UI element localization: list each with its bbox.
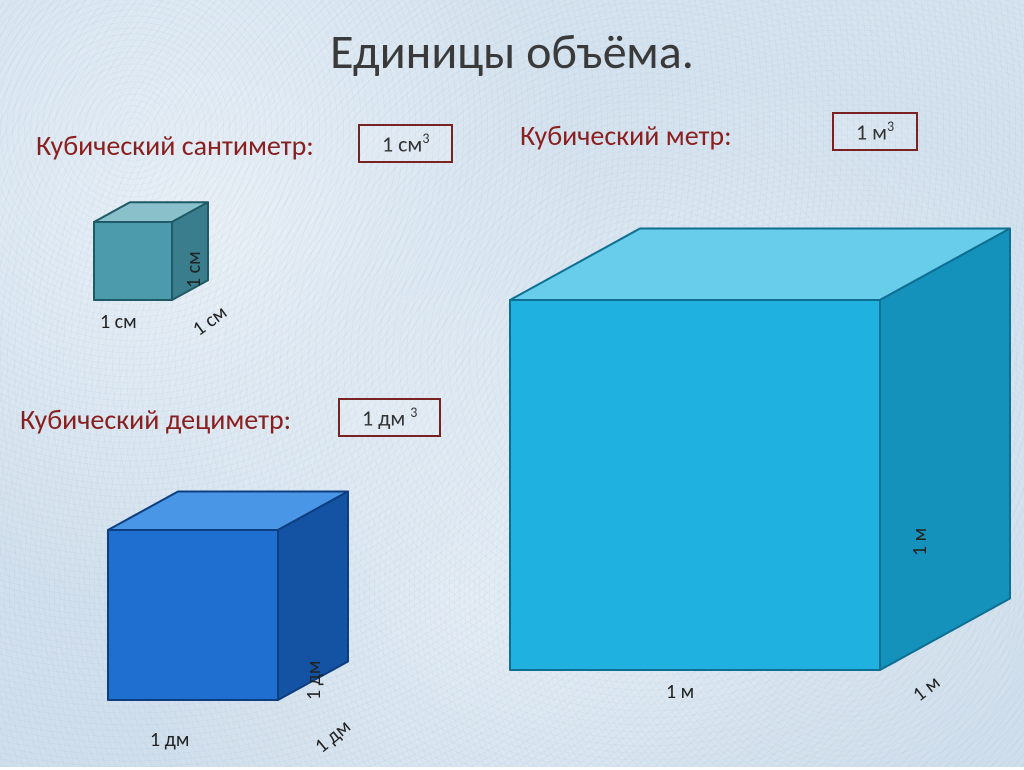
cube-m [490, 160, 1024, 720]
unit-box-m: 1 м3 [832, 112, 918, 151]
m-label-height: 1 м [908, 528, 932, 556]
dm-label-height: 1 дм [302, 661, 326, 700]
unit-box-m-text: 1 м [856, 118, 887, 145]
unit-box-cm-sup: 3 [422, 130, 429, 147]
cm-label-front: 1 см [100, 310, 137, 334]
dm-label-front: 1 дм [150, 728, 189, 752]
unit-box-dm-sup: 3 [410, 404, 417, 421]
unit-box-dm: 1 дм 3 [338, 398, 441, 437]
m-label-front: 1 м [666, 680, 694, 704]
unit-box-dm-text: 1 дм [362, 404, 410, 431]
page-title: Единицы объёма. [0, 22, 1024, 81]
heading-cm: Кубический сантиметр: [36, 128, 314, 163]
unit-box-m-sup: 3 [887, 118, 894, 135]
heading-dm: Кубический дециметр: [20, 402, 291, 437]
unit-box-cm: 1 см3 [358, 124, 453, 163]
cm-label-height: 1 см [182, 251, 206, 288]
heading-m: Кубический метр: [520, 118, 732, 153]
cube-dm [88, 450, 408, 770]
unit-box-cm-text: 1 см [382, 130, 422, 157]
